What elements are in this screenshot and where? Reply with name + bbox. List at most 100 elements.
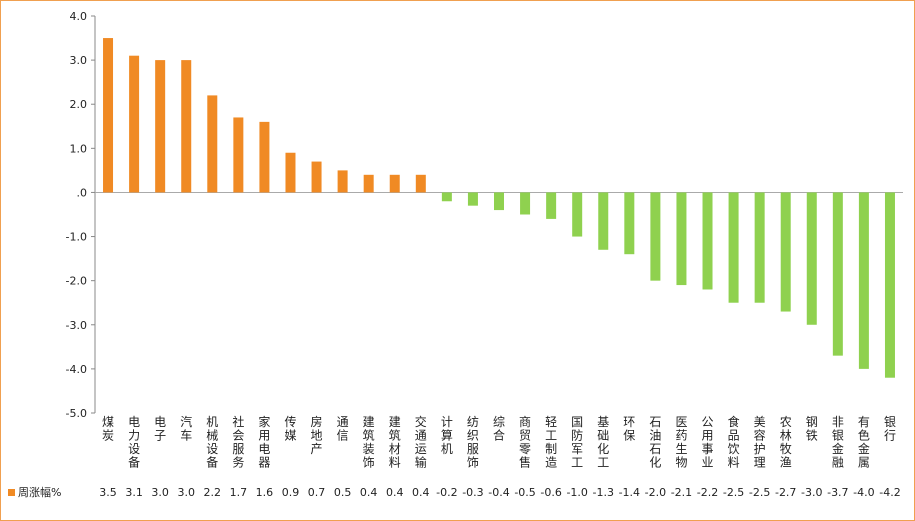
bar: [233, 117, 244, 193]
bar: [494, 192, 504, 211]
category-label: 计算机: [441, 415, 453, 456]
value-label: -4.2: [879, 486, 900, 499]
bar: [103, 38, 114, 193]
bar: [337, 170, 348, 193]
category-label: 农林牧渔: [780, 415, 792, 470]
bar: [806, 192, 817, 325]
category-label: 机械设备: [206, 415, 218, 470]
bar: [884, 192, 895, 378]
bar: [441, 192, 452, 202]
category-label: 社会服务: [232, 414, 244, 470]
value-label: -2.2: [697, 486, 718, 499]
value-label: 0.4: [412, 486, 430, 499]
bar: [832, 192, 843, 356]
value-label: 3.0: [151, 486, 169, 499]
bar: [415, 174, 426, 193]
y-tick-label: .0: [77, 186, 88, 199]
value-label: -4.0: [853, 486, 874, 499]
value-label: 0.9: [282, 486, 300, 499]
y-tick-label: 1.0: [70, 142, 88, 155]
value-label: 0.4: [360, 486, 378, 499]
data-table-row: 周涨幅% 3.5 3.1 3.0 3.0 2.2 1.7 1.6 0.9 0.7 0.5 0.4 0.4…: [8, 486, 901, 499]
bar: [363, 174, 374, 193]
category-label: 煤炭: [102, 415, 114, 443]
category-label: 钢铁: [806, 415, 818, 443]
category-label: 银行: [884, 415, 896, 443]
value-label: 2.2: [204, 486, 222, 499]
bar: [207, 95, 218, 193]
value-label: -2.0: [645, 486, 666, 499]
bar: [676, 192, 687, 286]
category-label: 建筑材料: [389, 415, 401, 470]
value-label: -3.0: [801, 486, 822, 499]
category-label: 食品饮料: [728, 414, 740, 470]
category-label: 有色金属: [858, 415, 870, 470]
bar: [546, 192, 557, 219]
value-label: 3.1: [125, 486, 143, 499]
bar: [858, 192, 869, 369]
legend-swatch: [8, 489, 15, 496]
category-label: 公用事业: [702, 415, 714, 470]
category-label: 医药生物: [675, 415, 687, 470]
y-tick-label: -2.0: [66, 275, 87, 288]
bar: [155, 60, 166, 193]
category-label: 电力设备: [128, 415, 140, 470]
value-label: 3.5: [99, 486, 117, 499]
category-label: 电子: [154, 415, 166, 443]
bar: [259, 121, 270, 193]
category-label: 环保: [623, 415, 635, 443]
bar: [181, 60, 192, 193]
value-label: -0.6: [540, 486, 561, 499]
category-label: 国防军工: [571, 415, 583, 470]
y-tick-label: 4.0: [70, 10, 88, 23]
value-label: -0.3: [462, 486, 483, 499]
bar: [285, 152, 296, 193]
y-tick-label: -4.0: [66, 363, 87, 376]
y-axis: 4.0 3.0 2.0 1.0 .0 -1.0 -2.0 -3.0 -4.0 -5.0: [66, 10, 903, 420]
category-label: 家用电器: [258, 414, 270, 470]
value-label: -0.2: [436, 486, 457, 499]
category-label: 交通运输: [415, 414, 427, 470]
category-label: 石油石化: [649, 415, 661, 470]
category-label: 房地产: [311, 414, 323, 456]
value-label: 1.7: [230, 486, 248, 499]
value-label: -0.5: [514, 486, 535, 499]
category-label: 轻工制造: [545, 415, 557, 470]
category-label: 汽车: [180, 414, 192, 443]
value-label: -0.4: [488, 486, 509, 499]
category-label: 建筑装饰: [363, 415, 375, 470]
bar: [624, 192, 635, 255]
bar: [728, 192, 739, 303]
category-label: 综合: [493, 415, 505, 443]
bar: [598, 192, 609, 250]
bar: [650, 192, 661, 281]
y-tick-label: 3.0: [70, 54, 88, 67]
y-tick-label: -5.0: [66, 407, 87, 420]
category-label: 美容护理: [754, 415, 766, 470]
value-label: 0.5: [334, 486, 352, 499]
category-label: 非银金融: [832, 415, 844, 470]
value-label: -2.5: [749, 486, 770, 499]
value-label: -1.3: [593, 486, 614, 499]
bar: [780, 192, 791, 312]
category-label: 商贸零售: [519, 414, 531, 470]
category-label: 基础化工: [597, 415, 609, 470]
y-tick-label: -3.0: [66, 319, 87, 332]
value-label: 0.4: [386, 486, 404, 499]
value-label: 1.6: [256, 486, 274, 499]
category-label: 通信: [337, 415, 349, 443]
bar: [520, 192, 531, 215]
value-label: -3.7: [827, 486, 848, 499]
value-label: 3.0: [177, 486, 195, 499]
legend-label: 周涨幅%: [18, 486, 61, 499]
value-label: -1.0: [566, 486, 587, 499]
y-tick-label: -1.0: [66, 231, 87, 244]
bars: [103, 38, 895, 378]
bar: [389, 174, 400, 193]
y-tick-label: 2.0: [70, 98, 88, 111]
bar: [572, 192, 583, 237]
bar: [467, 192, 478, 206]
value-label: -2.1: [671, 486, 692, 499]
value-label: -1.4: [619, 486, 640, 499]
